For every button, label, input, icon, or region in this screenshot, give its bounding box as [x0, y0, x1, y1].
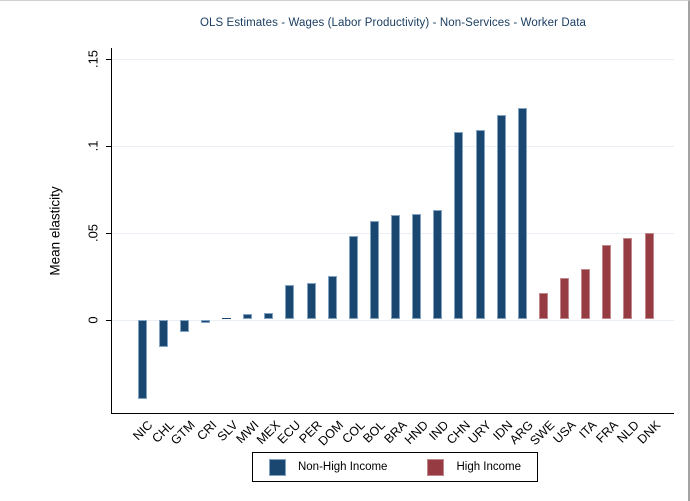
bar-FRA [602, 244, 612, 320]
x-tick-label-NLD: NLD [614, 418, 642, 446]
bar-IDN [496, 114, 506, 320]
bar-SWE [538, 293, 548, 320]
bar-IND [433, 210, 443, 320]
bar-URY [475, 130, 485, 320]
legend-label-non-high-income: Non-High Income [297, 461, 388, 473]
bar-MEX [264, 312, 274, 320]
y-tick-mark-.05 [106, 232, 112, 234]
y-tick-label-0: 0 [85, 315, 101, 324]
y-axis-line [111, 48, 112, 413]
bar-HND [412, 213, 422, 320]
y-tick-mark-0 [106, 319, 112, 321]
legend-label-high-income: High Income [456, 461, 522, 473]
y-tick-label-.05: .05 [85, 223, 101, 242]
bar-PER [306, 283, 316, 320]
legend-swatch-non-high-income [268, 458, 286, 476]
bar-DOM [327, 276, 337, 320]
bar-CHN [454, 132, 464, 320]
gridline-.15 [112, 59, 674, 61]
bar-COL [348, 236, 358, 320]
bar-MWI [243, 314, 253, 320]
gridline-0 [112, 319, 674, 321]
y-tick-mark-.15 [106, 59, 112, 61]
bar-GTM [179, 319, 189, 332]
bar-SLV [222, 317, 231, 320]
legend-swatch-high-income [427, 458, 445, 476]
bar-USA [560, 277, 569, 320]
y-tick-label-.1: .1 [85, 140, 101, 152]
bar-NLD [623, 237, 633, 320]
chart-title: OLS Estimates - Wages (Labor Productivit… [199, 17, 587, 29]
bar-ARG [517, 107, 527, 320]
bar-BOL [369, 220, 379, 320]
bar-ECU [285, 284, 295, 320]
bar-BRA [391, 215, 400, 320]
legend: Non-High Income High Income [252, 452, 538, 482]
bar-NIC [137, 319, 147, 400]
y-tick-label-.15: .15 [85, 50, 101, 69]
x-tick-label-DNK: DNK [634, 418, 663, 447]
x-tick-label-CRI: CRI [194, 418, 220, 444]
gridline-.1 [112, 145, 674, 147]
x-axis-line [111, 413, 674, 414]
y-axis-label: Mean elasticity [47, 186, 63, 276]
x-tick-label-USA: USA [550, 418, 579, 447]
bar-DNK [644, 232, 654, 320]
bar-CRI [200, 319, 210, 323]
bar-ITA [581, 269, 591, 320]
y-tick-mark-.1 [106, 145, 112, 147]
bar-CHL [158, 319, 168, 348]
